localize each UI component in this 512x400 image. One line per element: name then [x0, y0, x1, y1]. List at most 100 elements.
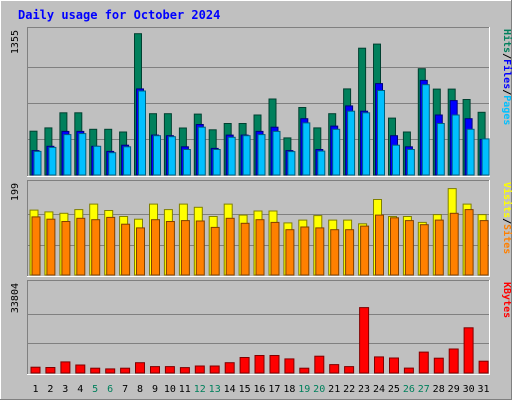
bar-visits-sites-day-8: [136, 227, 145, 276]
bar-visits-sites-day-14: [225, 217, 235, 276]
bar-visits-sites-day-16: [255, 219, 265, 276]
bar-visits-sites-day-7: [121, 223, 131, 276]
bar-kbytes-kbytes-day-15: [239, 357, 250, 374]
legend-entry: Sites: [501, 224, 512, 254]
day-label-24: 24: [373, 384, 385, 395]
bar-kbytes-kbytes-day-30: [463, 327, 474, 374]
bar-kbytes-kbytes-day-25: [389, 357, 399, 374]
day-label-14: 14: [224, 384, 236, 395]
bar-kbytes-kbytes-day-3: [60, 361, 71, 374]
panel-kbytes: 33804 KBytes: [10, 280, 512, 375]
bar-visits-sites-day-18: [285, 229, 295, 276]
bar-hits-pages-day-27: [421, 84, 430, 176]
bar-hits-pages-day-1: [33, 150, 42, 176]
day-label-1: 1: [32, 384, 38, 395]
bar-visits-sites-day-20: [315, 227, 325, 276]
bar-kbytes-kbytes-day-31: [478, 360, 489, 374]
legend-entry: Hits: [501, 29, 512, 53]
bar-visits-sites-day-10: [165, 221, 175, 276]
bar-hits-pages-day-8: [138, 90, 146, 176]
bar-kbytes-kbytes-day-27: [418, 351, 429, 374]
bar-kbytes-kbytes-day-22: [344, 366, 355, 374]
bar-visits-sites-day-9: [151, 219, 160, 276]
day-label-20: 20: [313, 384, 325, 395]
day-label-26: 26: [403, 384, 415, 395]
day-label-21: 21: [328, 384, 340, 395]
bar-visits-sites-day-24: [375, 214, 384, 276]
day-label-22: 22: [343, 384, 355, 395]
day-label-2: 2: [47, 384, 53, 395]
bar-visits-sites-day-11: [180, 220, 190, 276]
bar-hits-pages-day-3: [63, 134, 72, 176]
bar-hits-pages-day-2: [48, 146, 57, 176]
bar-visits-sites-day-13: [210, 226, 220, 276]
bar-hits-pages-day-7: [123, 146, 132, 176]
bar-hits-pages-day-30: [466, 128, 475, 176]
day-label-8: 8: [137, 384, 143, 395]
day-label-19: 19: [298, 384, 310, 395]
day-label-27: 27: [418, 384, 430, 395]
bar-visits-sites-day-5: [91, 219, 101, 276]
day-label-30: 30: [463, 384, 475, 395]
legend-entry: /: [501, 218, 512, 224]
bar-hits-pages-day-16: [257, 134, 266, 176]
bar-kbytes-kbytes-day-11: [179, 367, 190, 374]
day-label-6: 6: [107, 384, 113, 395]
day-label-11: 11: [179, 384, 191, 395]
bar-visits-sites-day-26: [404, 220, 414, 276]
bar-kbytes-kbytes-day-7: [120, 367, 131, 374]
day-label-10: 10: [164, 384, 176, 395]
bar-kbytes-kbytes-day-4: [75, 364, 86, 374]
legend-entry: Visits: [501, 182, 512, 218]
bar-hits-pages-day-29: [451, 114, 460, 176]
bar-visits-sites-day-23: [360, 225, 370, 276]
bar-visits-sites-day-17: [270, 221, 280, 276]
legend-entry: /: [501, 89, 512, 95]
bar-visits-sites-day-22: [345, 229, 355, 276]
bar-kbytes-kbytes-day-20: [314, 355, 325, 374]
bar-kbytes-kbytes-day-12: [194, 365, 205, 374]
day-label-7: 7: [122, 384, 128, 395]
bar-kbytes-kbytes-day-21: [329, 364, 340, 374]
bar-visits-sites-day-19: [300, 226, 310, 276]
day-label-18: 18: [283, 384, 295, 395]
bar-kbytes-kbytes-day-8: [135, 362, 145, 374]
bar-visits-sites-day-2: [46, 218, 56, 276]
panel-visits-ymax-label: 199: [10, 183, 21, 201]
bar-hits-pages-day-19: [302, 122, 311, 176]
bar-hits-pages-day-10: [167, 136, 176, 176]
bar-hits-pages-day-6: [108, 152, 117, 176]
bar-kbytes-kbytes-day-6: [105, 368, 116, 374]
bar-visits-sites-day-25: [390, 217, 399, 276]
bar-hits-pages-day-15: [242, 135, 251, 176]
legend-entry: /: [501, 53, 512, 59]
panel-hits-ymax-label: 1355: [10, 30, 21, 54]
panel-visits-legend: Visits/Sites: [501, 182, 512, 254]
bar-hits-pages-day-24: [377, 90, 385, 176]
day-label-17: 17: [268, 384, 280, 395]
day-label-13: 13: [209, 384, 221, 395]
day-label-29: 29: [448, 384, 460, 395]
day-label-23: 23: [358, 384, 370, 395]
bar-visits-sites-day-12: [195, 220, 205, 276]
panel-kbytes-ymax-label: 33804: [10, 283, 21, 313]
bar-visits-sites-day-3: [61, 221, 71, 276]
bar-hits-pages-day-17: [272, 130, 281, 176]
legend-entry: Files: [501, 59, 512, 89]
bar-kbytes-kbytes-day-13: [209, 365, 220, 374]
legend-entry: Pages: [501, 95, 512, 125]
bar-kbytes-kbytes-day-28: [433, 357, 444, 374]
bar-kbytes-kbytes-day-1: [30, 366, 41, 374]
bar-visits-sites-day-15: [240, 222, 250, 276]
bar-hits-pages-day-4: [78, 133, 87, 176]
bar-hits-pages-day-31: [481, 138, 490, 176]
day-label-28: 28: [433, 384, 445, 395]
bar-kbytes-kbytes-day-24: [374, 356, 384, 374]
day-label-12: 12: [194, 384, 206, 395]
bar-hits-pages-day-22: [347, 110, 356, 176]
bar-hits-pages-day-21: [332, 128, 341, 176]
bar-kbytes-kbytes-day-29: [448, 348, 459, 374]
panel-hits: 1355 Hits/Files/Pages: [10, 27, 512, 177]
bar-hits-pages-day-9: [153, 135, 161, 176]
